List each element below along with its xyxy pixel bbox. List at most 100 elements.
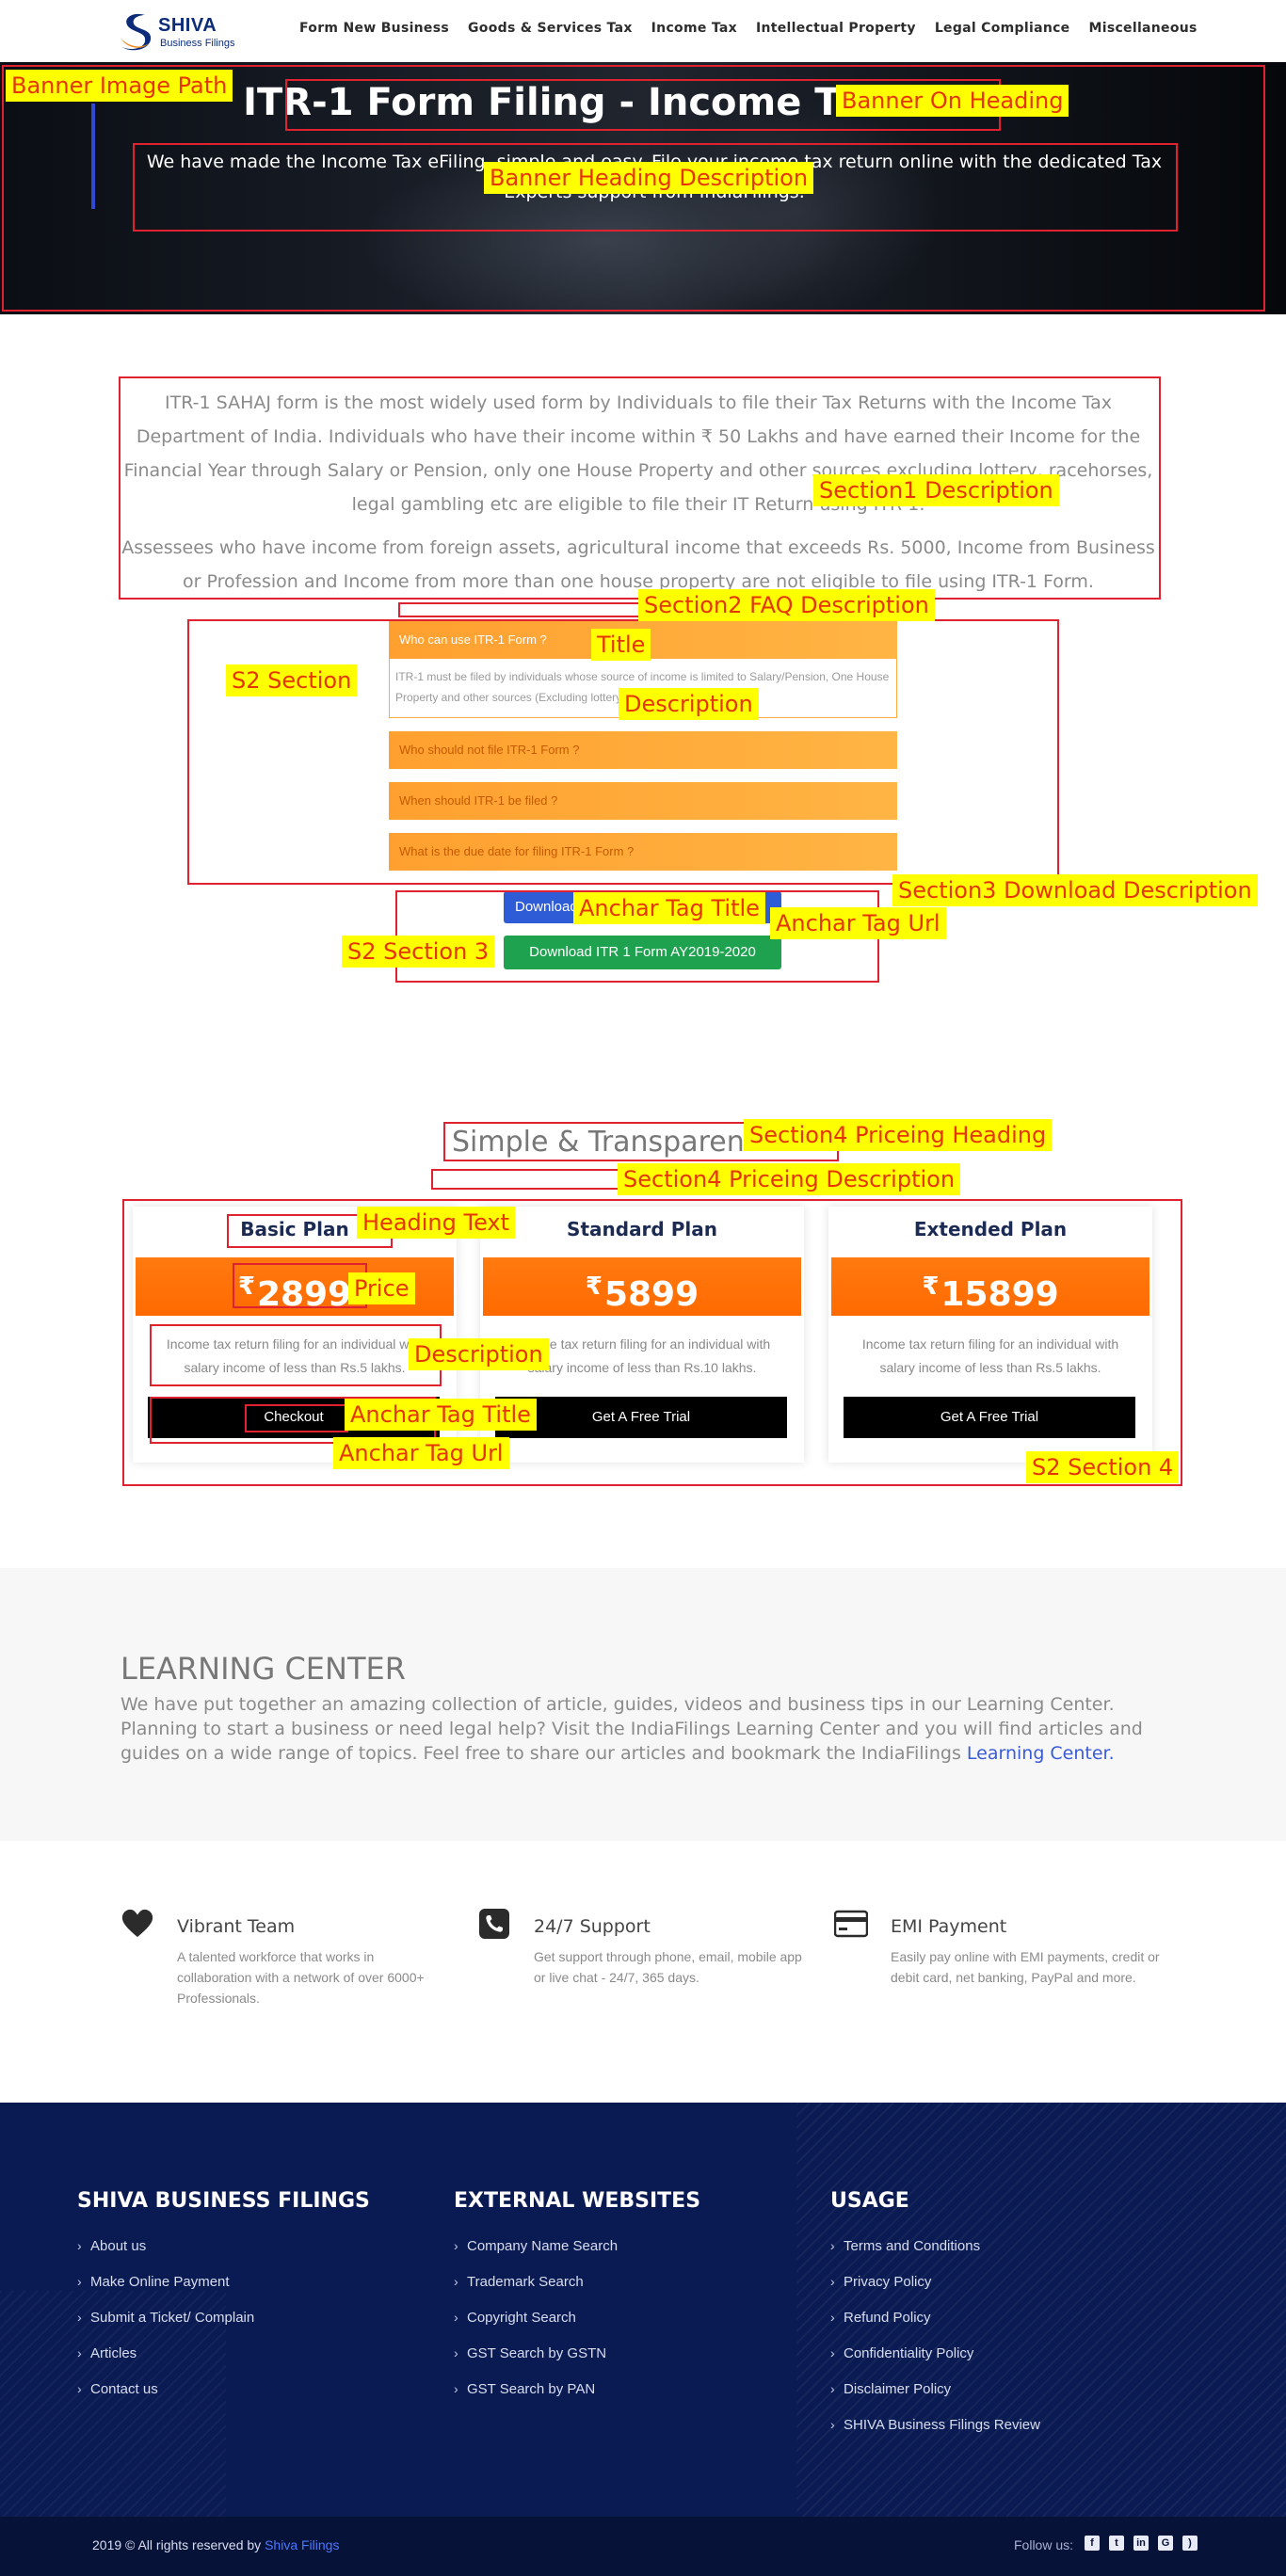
footer-link[interactable]: › Terms and Conditions	[830, 2235, 1188, 2271]
chevron-right-icon: ›	[454, 2274, 458, 2289]
site-footer: SHIVA BUSINESS FILINGS › About us › Make O…	[0, 2103, 1286, 2517]
annotation-label: Section3 Download Description	[892, 874, 1258, 906]
annotation-label: S2 Section 3	[342, 936, 495, 968]
nav-goods-services-tax[interactable]: Goods & Services Tax	[468, 21, 633, 36]
feature-title: EMI Payment	[891, 1916, 1007, 1937]
footer-link[interactable]: › SHIVA Business Filings Review	[830, 2414, 1188, 2450]
annotation-label: Banner Heading Description	[484, 162, 814, 194]
chevron-right-icon: ›	[830, 2345, 835, 2360]
chevron-right-icon: ›	[77, 2345, 82, 2360]
footer-link[interactable]: › Articles	[77, 2343, 435, 2378]
chevron-right-icon: ›	[454, 2381, 458, 2396]
faq-question[interactable]: When should ITR-1 be filed ?	[389, 782, 897, 820]
learning-center-body: We have put together an amazing collecti…	[121, 1694, 1143, 1764]
footer-link[interactable]: › Make Online Payment	[77, 2271, 435, 2307]
footer-link[interactable]: › Confidentiality Policy	[830, 2343, 1188, 2378]
chevron-right-icon: ›	[454, 2238, 458, 2253]
faq-question[interactable]: What is the due date for filing ITR-1 Fo…	[389, 833, 897, 871]
copyright-link[interactable]: Shiva Filings	[265, 2537, 340, 2552]
nav-miscellaneous[interactable]: Miscellaneous	[1088, 21, 1198, 36]
rss-icon[interactable]: )	[1182, 2536, 1198, 2551]
copyright-text: 2019 © All rights reserved by	[92, 2537, 262, 2552]
logo[interactable]: SHIVA Business Filings	[117, 8, 239, 55]
logo-name: SHIVA	[158, 15, 217, 36]
footer-link[interactable]: › Contact us	[77, 2378, 435, 2414]
footer-column-title: SHIVA BUSINESS FILINGS	[77, 2189, 370, 2213]
plan-price-value: 15899	[940, 1275, 1059, 1314]
annotation-label: S2 Section 4	[1026, 1451, 1180, 1483]
footer-link[interactable]: › GST Search by GSTN	[454, 2343, 812, 2378]
pricing-heading: Simple & Transparent	[452, 1126, 756, 1159]
nav-legal-compliance[interactable]: Legal Compliance	[934, 21, 1070, 36]
footer-column-usage: USAGE › Terms and Conditions › Privacy Pol…	[830, 2189, 1188, 2450]
nav-form-new-business[interactable]: Form New Business	[299, 21, 449, 36]
faq-accordion: Who can use ITR-1 Form ? ITR-1 must be f…	[389, 621, 897, 884]
chevron-right-icon: ›	[77, 2274, 82, 2289]
learning-center-text: We have put together an amazing collecti…	[121, 1692, 1165, 1766]
section1-paragraph: Assessees who have income from foreign a…	[121, 537, 1155, 592]
pricing-plans: Basic Plan ₹2899 Income tax return filin…	[133, 1207, 1152, 1463]
free-trial-button[interactable]: Get A Free Trial	[844, 1397, 1135, 1438]
plan-description: Income tax return filing for an individu…	[513, 1336, 771, 1375]
footer-link[interactable]: › Disclaimer Policy	[830, 2378, 1188, 2414]
annotation-label: Anchar Tag Title	[345, 1399, 537, 1431]
annotation-label: Title	[591, 629, 651, 661]
chevron-right-icon: ›	[454, 2345, 458, 2360]
facebook-icon[interactable]: f	[1085, 2536, 1100, 2551]
chevron-right-icon: ›	[830, 2381, 835, 2396]
copyright: 2019 © All rights reserved by Shiva Fili…	[92, 2537, 339, 2552]
chevron-right-icon: ›	[830, 2417, 835, 2432]
logo-swoosh-icon	[121, 13, 152, 51]
download-itr1-form-button[interactable]: Download ITR 1 Form AY2019-2020	[504, 936, 781, 969]
footer-link[interactable]: › About us	[77, 2235, 435, 2271]
plan-title: Extended Plan	[913, 1218, 1068, 1240]
faq-item: When should ITR-1 be filed ?	[389, 782, 897, 820]
footer-link[interactable]: › Submit a Ticket/ Complain	[77, 2307, 435, 2343]
footer-link[interactable]: › Company Name Search	[454, 2235, 812, 2271]
annotation-label: Anchar Tag Url	[333, 1437, 509, 1469]
banner-figure-shadow	[659, 100, 941, 314]
feature-text: Easily pay online with EMI payments, cre…	[891, 1949, 1160, 1985]
linkedin-icon[interactable]: in	[1133, 2536, 1149, 2551]
footer-link[interactable]: › Trademark Search	[454, 2271, 812, 2307]
annotation-label: Price	[348, 1272, 415, 1304]
logo-subtitle: Business Filings	[160, 38, 235, 49]
footer-column-title: USAGE	[830, 2189, 909, 2213]
faq-question[interactable]: Who should not file ITR-1 Form ?	[389, 731, 897, 769]
plan-description: Income tax return filing for an individu…	[166, 1336, 424, 1375]
footer-column-external: EXTERNAL WEBSITES › Company Name Search ›…	[454, 2189, 812, 2414]
chevron-right-icon: ›	[830, 2238, 835, 2253]
rupee-icon: ₹	[922, 1272, 940, 1301]
annotation-label: S2 Section	[226, 664, 358, 696]
chevron-right-icon: ›	[77, 2381, 82, 2396]
feature-title: Vibrant Team	[177, 1916, 296, 1937]
features-row: Vibrant Team A talented workforce that w…	[0, 1901, 1286, 2014]
plan-title: Basic Plan	[240, 1218, 349, 1240]
free-trial-button[interactable]: Get A Free Trial	[495, 1397, 787, 1438]
annotation-label: Section1 Description	[813, 474, 1059, 506]
footer-bottom-bar: 2019 © All rights reserved by Shiva Fili…	[0, 2517, 1286, 2576]
annotation-label: Banner Image Path	[6, 70, 233, 102]
footer-link[interactable]: › Copyright Search	[454, 2307, 812, 2343]
google-plus-icon[interactable]: G	[1158, 2536, 1173, 2551]
footer-column-company: SHIVA BUSINESS FILINGS › About us › Make O…	[77, 2189, 435, 2414]
chat-support-icon	[479, 1909, 509, 1939]
footer-link[interactable]: › Privacy Policy	[830, 2271, 1188, 2307]
nav-income-tax[interactable]: Income Tax	[651, 21, 737, 36]
section1-description: ITR-1 SAHAJ form is the most widely used…	[121, 386, 1156, 608]
annotation-label: Section4 Priceing Heading	[744, 1119, 1053, 1151]
plan-title: Standard Plan	[567, 1218, 717, 1240]
plan-description: Income tax return filing for an individu…	[861, 1336, 1119, 1375]
twitter-icon[interactable]: t	[1109, 2536, 1124, 2551]
heart-icon	[121, 1909, 153, 1937]
nav-intellectual-property[interactable]: Intellectual Property	[755, 21, 916, 36]
footer-link[interactable]: › GST Search by PAN	[454, 2378, 812, 2414]
footer-link[interactable]: › Refund Policy	[830, 2307, 1188, 2343]
annotation-label: Anchar Tag Title	[573, 892, 765, 924]
credit-card-icon	[834, 1910, 868, 1938]
plan-price-value: 2899	[256, 1275, 352, 1314]
chevron-right-icon: ›	[830, 2310, 835, 2325]
plan-price-value: 5899	[603, 1275, 699, 1314]
learning-center-link[interactable]: Learning Center.	[966, 1743, 1115, 1764]
